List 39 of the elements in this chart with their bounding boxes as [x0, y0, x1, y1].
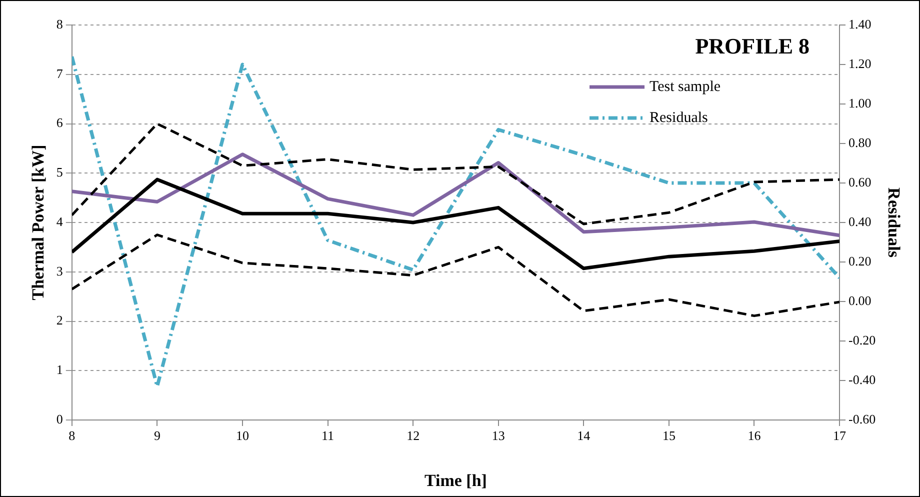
y-tick-label: 8: [56, 16, 63, 32]
y-tick-label: 4: [56, 214, 64, 229]
x-tick-label: 16: [748, 428, 762, 444]
y2-tick-label: 0.60: [848, 174, 872, 190]
line-series: [72, 122, 840, 226]
y2-tick-label: -0.60: [848, 411, 876, 426]
x-tick-label: 15: [662, 428, 676, 444]
line-series: [72, 234, 840, 318]
y2-tick-label: 1.20: [848, 56, 872, 71]
y-tick-label: 6: [56, 115, 64, 130]
y-axis-title: Thermal Power [kW]: [28, 144, 48, 300]
x-tick-label: 11: [322, 428, 334, 444]
y2-tick-label: 0.40: [848, 214, 872, 229]
y2-axis-title: Residuals: [884, 188, 904, 258]
y-tick-label: 7: [56, 66, 64, 81]
y2-tick-label: 1.40: [848, 16, 872, 32]
chart-title: PROFILE 8: [695, 34, 810, 59]
line-series: [72, 54, 840, 388]
x-tick-label: 14: [577, 428, 591, 444]
y2-tick-label: 1.00: [848, 95, 872, 110]
y-tick-label: 3: [56, 263, 63, 278]
x-tick-label: 17: [833, 428, 847, 444]
x-tick-label: 13: [492, 428, 505, 444]
y2-tick-label: -0.20: [848, 332, 876, 348]
x-tick-label: 10: [236, 428, 249, 444]
x-tick-label: 8: [68, 428, 76, 444]
y2-tick-label: 0.20: [848, 253, 872, 268]
y2-tick-label: -0.40: [848, 372, 876, 387]
x-tick-label: 9: [154, 428, 160, 444]
y-tick-label: 5: [56, 164, 63, 180]
legend-label: Test sample: [650, 78, 721, 95]
y-tick-label: 2: [56, 312, 63, 328]
y2-tick-label: 0.80: [848, 134, 872, 150]
x-tick-label: 12: [406, 428, 420, 444]
y-tick-label: 1: [56, 362, 63, 378]
legend-label: Residuals: [650, 110, 708, 126]
x-axis-title: Time [h]: [424, 471, 487, 490]
y2-tick-label: 0.00: [848, 292, 872, 308]
y-tick-label: 0: [56, 411, 63, 426]
